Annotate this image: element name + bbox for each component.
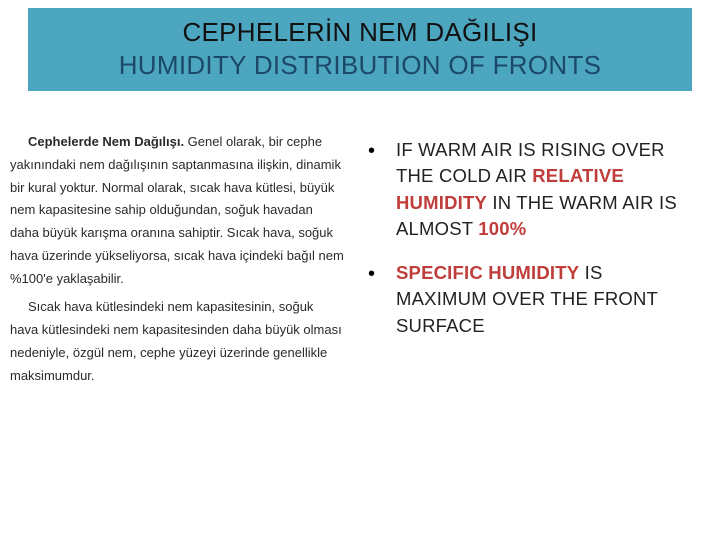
para1-body: Genel olarak, bir cephe yakınındaki nem … [10, 134, 344, 286]
slide-title-block: CEPHELERİN NEM DAĞILIŞI HUMIDITY DISTRIB… [28, 8, 692, 91]
title-english: HUMIDITY DISTRIBUTION OF FRONTS [46, 49, 674, 82]
turkish-text-column: Cephelerde Nem Dağılışı. Genel olarak, b… [0, 119, 360, 393]
turkish-paragraph-1: Cephelerde Nem Dağılışı. Genel olarak, b… [10, 131, 344, 290]
content-area: Cephelerde Nem Dağılışı. Genel olarak, b… [0, 119, 720, 393]
bullet-dot-icon: • [368, 137, 396, 242]
bullet-2: • SPECIFIC HUMIDITY IS MAXIMUM OVER THE … [368, 260, 680, 339]
bullet-1-text: IF WARM AIR IS RISING OVER THE COLD AIR … [396, 137, 680, 242]
bullet-1-highlight-2: 100% [478, 218, 526, 239]
turkish-paragraph-2: Sıcak hava kütlesindeki nem kapasitesini… [10, 296, 344, 387]
bullet-1: • IF WARM AIR IS RISING OVER THE COLD AI… [368, 137, 680, 242]
bullet-2-highlight: SPECIFIC HUMIDITY [396, 262, 579, 283]
english-bullets-column: • IF WARM AIR IS RISING OVER THE COLD AI… [360, 119, 720, 393]
title-turkish: CEPHELERİN NEM DAĞILIŞI [46, 16, 674, 49]
bullet-dot-icon: • [368, 260, 396, 339]
bullet-2-text: SPECIFIC HUMIDITY IS MAXIMUM OVER THE FR… [396, 260, 680, 339]
bullet-1-pre: IF WARM AIR IS RISING OVER THE COLD AIR [396, 139, 665, 186]
para1-lead: Cephelerde Nem Dağılışı. [28, 134, 184, 149]
